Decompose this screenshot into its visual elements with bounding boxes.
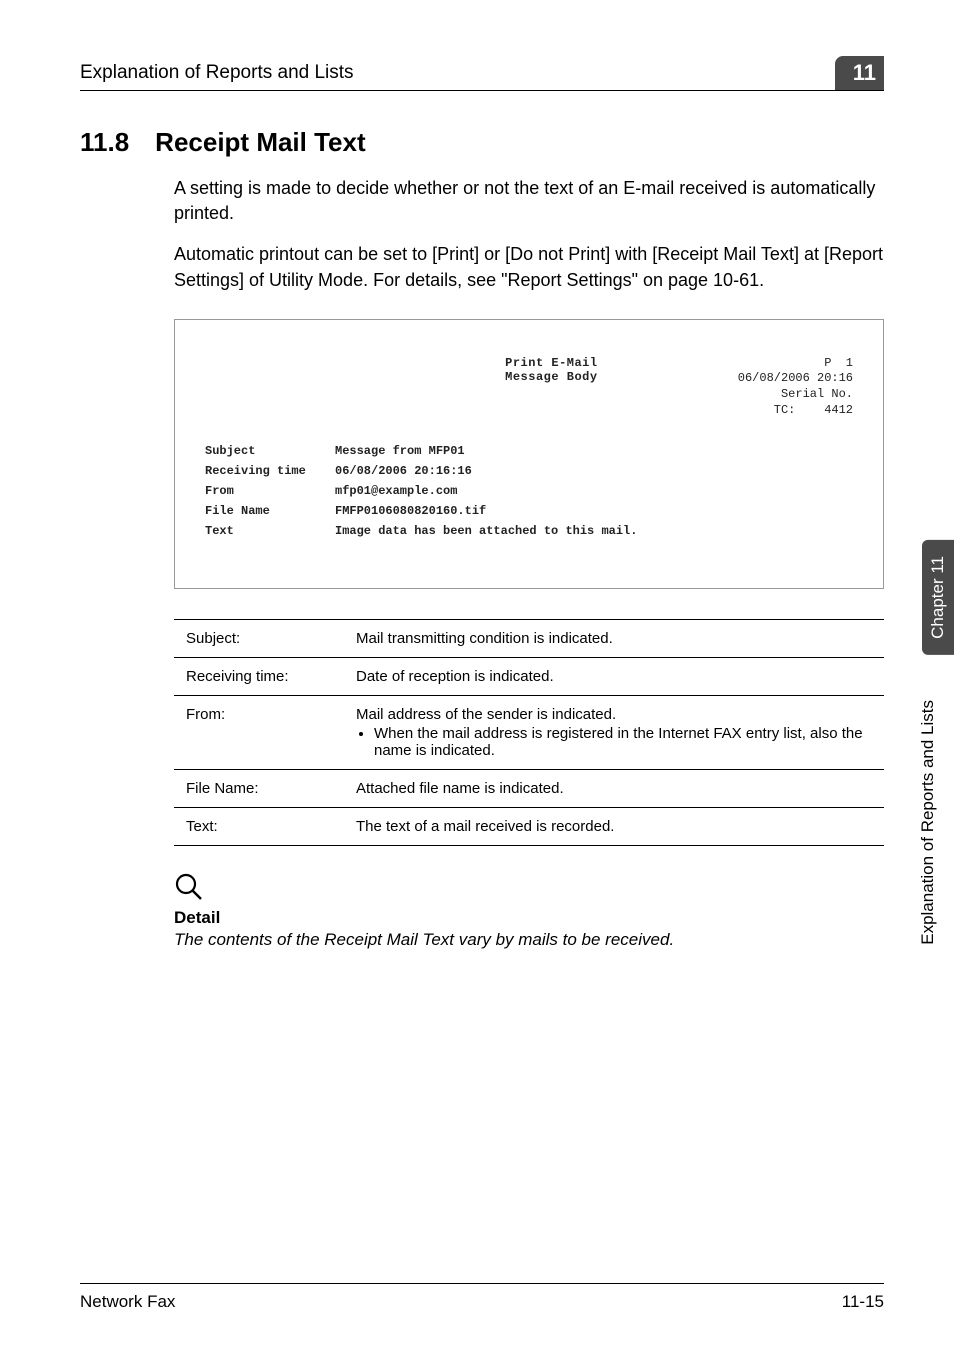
section-heading: 11.8 Receipt Mail Text	[80, 127, 884, 158]
pr-recv-lbl: Receiving time	[205, 464, 335, 478]
field-explanation-table: Subject: Mail transmitting condition is …	[174, 619, 884, 846]
tbl-subject-k: Subject:	[174, 620, 344, 658]
printout-tc-label: TC:	[774, 403, 796, 417]
pr-from-val: mfp01@example.com	[335, 484, 457, 498]
page-footer: Network Fax 11-15	[80, 1283, 884, 1312]
tbl-from-k: From:	[174, 696, 344, 770]
printout-row-text: Text Image data has been attached to thi…	[205, 524, 853, 538]
printout-title-l1: Print E-Mail	[505, 356, 597, 370]
page-header: Explanation of Reports and Lists 11	[80, 50, 884, 91]
paragraph-2: Automatic printout can be set to [Print]…	[174, 242, 884, 292]
paragraph-1: A setting is made to decide whether or n…	[174, 176, 884, 226]
detail-text: The contents of the Receipt Mail Text va…	[174, 930, 884, 950]
header-title: Explanation of Reports and Lists	[80, 62, 354, 84]
printout-row-from: From mfp01@example.com	[205, 484, 853, 498]
detail-block: Detail The contents of the Receipt Mail …	[174, 872, 884, 950]
pr-text-val: Image data has been attached to this mai…	[335, 524, 637, 538]
footer-right: 11-15	[842, 1292, 884, 1312]
printout-page: P 1	[824, 356, 853, 370]
tbl-recv-v: Date of reception is indicated.	[344, 658, 884, 696]
section-title: Receipt Mail Text	[155, 127, 365, 158]
table-row: From: Mail address of the sender is indi…	[174, 696, 884, 770]
printout-row-file: File Name FMFP0106080820160.tif	[205, 504, 853, 518]
printout-title-l2: Message Body	[505, 370, 597, 384]
sample-printout: Print E-Mail Message Body P 1 06/08/2006…	[174, 319, 884, 589]
pr-subject-lbl: Subject	[205, 444, 335, 458]
tbl-from-line1: Mail address of the sender is indicated.	[356, 706, 616, 723]
pr-file-lbl: File Name	[205, 504, 335, 518]
side-section-label: Explanation of Reports and Lists	[918, 700, 938, 945]
pr-from-lbl: From	[205, 484, 335, 498]
tbl-subject-v: Mail transmitting condition is indicated…	[344, 620, 884, 658]
table-row: Text: The text of a mail received is rec…	[174, 808, 884, 846]
pr-text-lbl: Text	[205, 524, 335, 538]
tbl-text-v: The text of a mail received is recorded.	[344, 808, 884, 846]
section-number: 11.8	[80, 127, 129, 158]
tbl-recv-k: Receiving time:	[174, 658, 344, 696]
pr-file-val: FMFP0106080820160.tif	[335, 504, 486, 518]
table-row: File Name: Attached file name is indicat…	[174, 770, 884, 808]
printout-tc-val: 4412	[824, 403, 853, 417]
chapter-tab: 11	[835, 56, 884, 90]
tbl-text-k: Text:	[174, 808, 344, 846]
magnifier-icon	[174, 872, 204, 902]
tbl-from-bullet: When the mail address is registered in t…	[374, 725, 872, 759]
printout-row-recv: Receiving time 06/08/2006 20:16:16	[205, 464, 853, 478]
pr-subject-val: Message from MFP01	[335, 444, 465, 458]
printout-serial-label: Serial No.	[781, 387, 853, 401]
table-row: Receiving time: Date of reception is ind…	[174, 658, 884, 696]
tbl-from-bullets: When the mail address is registered in t…	[374, 725, 872, 759]
tbl-from-v: Mail address of the sender is indicated.…	[344, 696, 884, 770]
printout-meta: P 1 06/08/2006 20:16 Serial No. TC: 4412	[738, 356, 853, 418]
side-chapter-tab: Chapter 11	[922, 540, 954, 655]
printout-title: Print E-Mail Message Body	[205, 356, 738, 418]
detail-heading: Detail	[174, 908, 884, 928]
pr-recv-val: 06/08/2006 20:16:16	[335, 464, 472, 478]
footer-left: Network Fax	[80, 1292, 175, 1312]
table-row: Subject: Mail transmitting condition is …	[174, 620, 884, 658]
printout-date: 06/08/2006 20:16	[738, 371, 853, 385]
printout-row-subject: Subject Message from MFP01	[205, 444, 853, 458]
printout-header: Print E-Mail Message Body P 1 06/08/2006…	[205, 356, 853, 418]
tbl-file-v: Attached file name is indicated.	[344, 770, 884, 808]
tbl-file-k: File Name:	[174, 770, 344, 808]
